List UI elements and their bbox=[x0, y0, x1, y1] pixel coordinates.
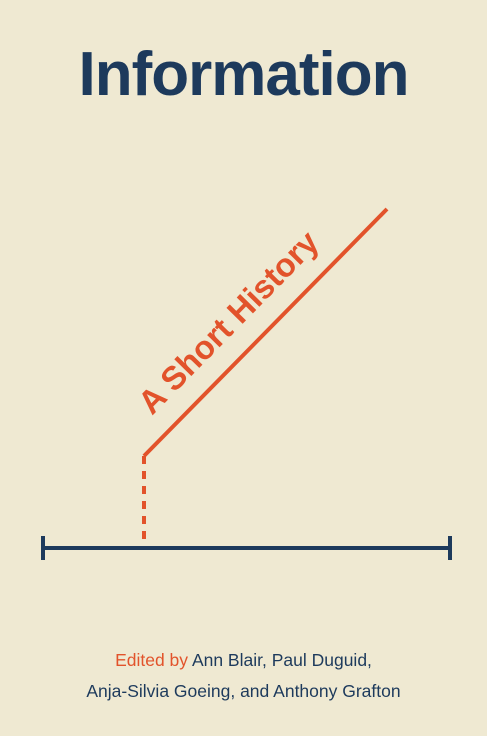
editors-names-1: Ann Blair, Paul Duguid, bbox=[191, 650, 372, 670]
book-title: Information bbox=[78, 40, 410, 109]
rising-line bbox=[142, 207, 389, 458]
editors-line-1: Edited by Ann Blair, Paul Duguid, bbox=[0, 650, 487, 671]
edited-by-label: Edited by bbox=[115, 650, 189, 670]
book-subtitle: A Short History bbox=[131, 223, 327, 421]
editors-line-2: Anja-Silvia Goeing, and Anthony Grafton bbox=[86, 681, 401, 701]
